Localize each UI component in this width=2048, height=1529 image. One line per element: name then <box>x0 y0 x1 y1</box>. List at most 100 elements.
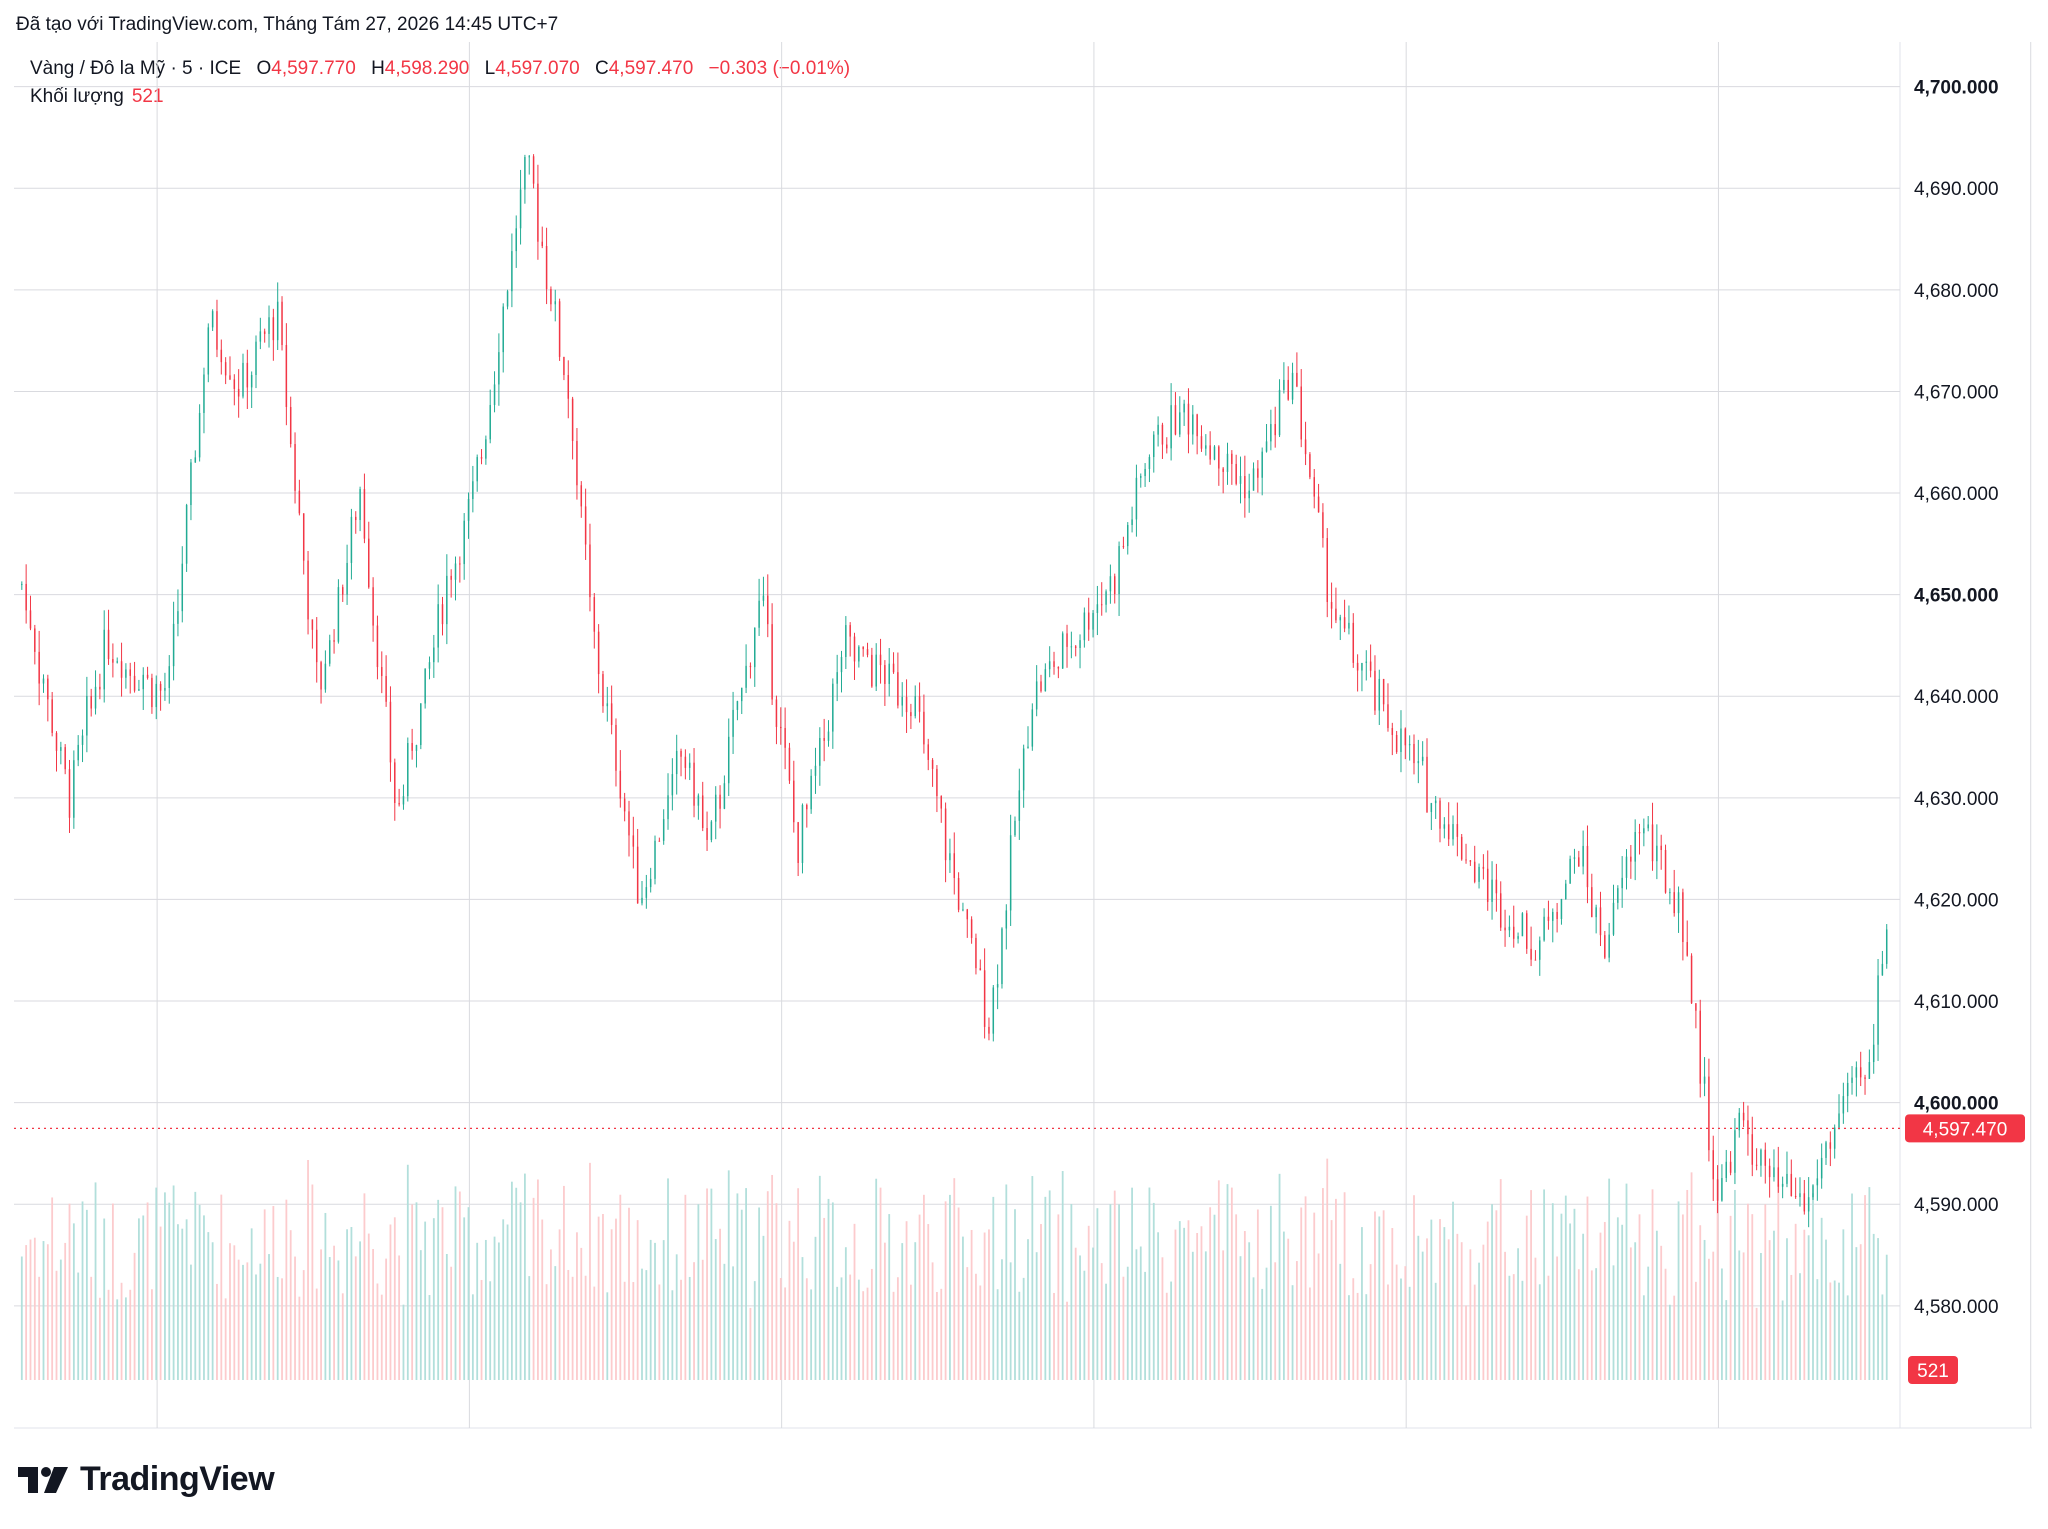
candle-body <box>1586 845 1589 888</box>
candle-body <box>1465 859 1467 861</box>
volume-bar <box>567 1269 570 1380</box>
candle-body <box>355 516 357 521</box>
candle-body <box>1361 662 1363 671</box>
volume-bar <box>1642 1295 1645 1380</box>
volume-bar <box>905 1221 908 1380</box>
candle-body <box>1725 1161 1728 1179</box>
candle-body <box>819 738 821 766</box>
volume-bar <box>1816 1279 1819 1380</box>
candle-body <box>1673 892 1675 914</box>
candle-body <box>1755 1164 1758 1166</box>
volume-bar <box>376 1283 379 1380</box>
candle-body <box>875 654 877 687</box>
symbol-name[interactable]: Vàng / Đô la Mỹ · 5 · ICE <box>30 58 242 79</box>
volume-bar <box>1673 1295 1676 1380</box>
volume-bar <box>146 1202 149 1380</box>
volume-bar <box>758 1207 760 1380</box>
candle-body <box>1157 424 1159 435</box>
candle-body <box>372 587 374 626</box>
candle-body <box>1040 681 1042 692</box>
candle-body <box>328 640 331 664</box>
volume-bar <box>1452 1201 1454 1380</box>
price-tick-label: 4,690.000 <box>1914 179 1999 200</box>
volume-bar <box>792 1241 795 1380</box>
candle-body <box>693 762 695 806</box>
candle-body <box>1556 911 1558 919</box>
volume-legend: Khối lượng 521 <box>30 86 164 108</box>
tradingview-logo[interactable]: TradingView <box>18 1460 275 1499</box>
volume-bar <box>1538 1284 1541 1380</box>
volume-bar <box>437 1199 440 1380</box>
candle-body <box>1274 424 1276 436</box>
candle-body <box>884 665 886 684</box>
volume-bar <box>1460 1242 1463 1380</box>
volume-bar <box>203 1215 205 1380</box>
volume-bar <box>953 1178 956 1380</box>
candle-body <box>714 794 717 822</box>
candle-body <box>1560 899 1563 919</box>
candle-body <box>302 513 305 561</box>
candle-body <box>675 750 678 775</box>
volume-bar <box>276 1276 279 1380</box>
volume-bar <box>263 1209 266 1380</box>
volume-bar <box>628 1207 630 1380</box>
volume-bar <box>116 1299 119 1380</box>
candle-body <box>732 709 734 737</box>
candle-body <box>628 811 630 836</box>
candle-body <box>1868 1062 1871 1079</box>
candle-body <box>368 538 370 588</box>
candle-body <box>1747 1120 1749 1135</box>
candle-body <box>706 828 708 840</box>
candle-body <box>1009 835 1012 911</box>
volume-bar <box>216 1283 218 1380</box>
candle-body <box>1504 927 1506 931</box>
volume-bar <box>1764 1204 1767 1380</box>
candle-body <box>159 683 162 691</box>
volume-bar <box>1005 1184 1008 1380</box>
volume-bar <box>450 1266 453 1380</box>
candle-body <box>1239 476 1242 484</box>
volume-bar <box>1729 1215 1732 1380</box>
candle-body <box>1343 617 1346 629</box>
candle-body <box>211 311 214 328</box>
volume-bar <box>1638 1214 1641 1380</box>
candle-body <box>754 627 756 668</box>
candle-body <box>198 412 201 458</box>
volume-bar <box>51 1197 54 1380</box>
volume-bar <box>1456 1233 1459 1380</box>
candle-body <box>1335 608 1337 621</box>
volume-bar <box>1100 1263 1103 1380</box>
candle-body <box>1469 860 1472 862</box>
candle-body <box>1257 468 1259 478</box>
candle-body <box>554 301 557 305</box>
volume-bar <box>341 1293 344 1380</box>
candle-body <box>1734 1130 1736 1173</box>
volume-bar <box>311 1184 314 1380</box>
candle-body <box>727 736 730 784</box>
price-chart[interactable]: 4,597.470 521 4,580.000 4,590.000 4,600.000… <box>0 0 2048 1440</box>
candle-body <box>1434 800 1437 804</box>
candle-body <box>840 656 843 673</box>
volume-bar <box>1499 1179 1502 1380</box>
candle-body <box>667 795 669 820</box>
candle-body <box>1187 403 1190 435</box>
candle-body <box>606 703 609 707</box>
candle-body <box>1296 372 1298 387</box>
volume-bar <box>1833 1280 1836 1380</box>
volume-bar <box>1135 1249 1138 1380</box>
candle-body <box>619 770 622 799</box>
candle-body <box>1864 1077 1866 1079</box>
volume-bar <box>1061 1171 1064 1380</box>
volume-bar <box>736 1193 739 1380</box>
volume-bar <box>727 1170 730 1380</box>
candle-body <box>810 775 812 810</box>
candle-body <box>649 878 652 888</box>
candle-body <box>1153 434 1155 458</box>
volume-bar <box>419 1250 422 1380</box>
candle-body <box>1231 453 1233 464</box>
volume-bar <box>1144 1271 1146 1380</box>
candle-body <box>1777 1167 1780 1187</box>
candle-body <box>142 674 144 690</box>
candle-body <box>268 317 270 334</box>
candle-body <box>1083 612 1086 641</box>
